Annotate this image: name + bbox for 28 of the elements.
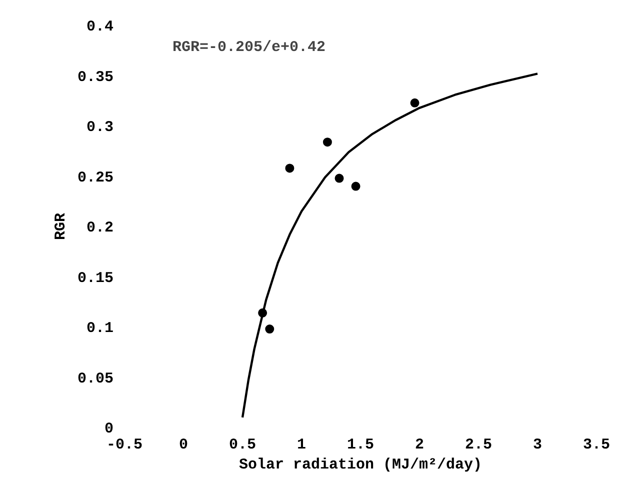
y-tick-label: 0.05	[77, 370, 114, 388]
x-tick-label: 0	[179, 436, 188, 454]
x-tick-label: 1.5	[347, 436, 374, 454]
point	[322, 138, 332, 147]
point	[410, 98, 420, 108]
x-tick-label: 2.5	[465, 436, 492, 454]
y-tick-label: 0.4	[86, 18, 114, 36]
x-tick-label: 3.5	[583, 436, 610, 454]
x-tick-label: 2	[415, 436, 424, 454]
point	[285, 164, 294, 173]
y-tick-label: 0.1	[86, 320, 114, 337]
x-tick-label: 3	[533, 436, 542, 454]
x-axis-title: Solar radiation (MJ/m²/day)	[238, 456, 482, 474]
y-tick-label: 0.15	[77, 270, 114, 287]
x-tick-label: -0.5	[106, 436, 143, 454]
y-tick-label: 0.2	[86, 220, 114, 236]
y-tick-label: 0	[104, 420, 114, 438]
point	[351, 182, 360, 191]
x-tick-label: 1	[297, 436, 306, 454]
x-tick-label: 0.5	[229, 436, 256, 454]
line-series	[241, 72, 539, 419]
y-tick-label: 0.25	[77, 169, 114, 186]
point	[334, 174, 344, 183]
y-axis-title: RGR	[52, 212, 70, 240]
y-tick-label: 0.35	[77, 68, 114, 86]
y-tick-label: 0.3	[86, 119, 114, 136]
annotation: RGR=-0.205/e+0.42	[172, 39, 326, 56]
point	[265, 324, 274, 334]
